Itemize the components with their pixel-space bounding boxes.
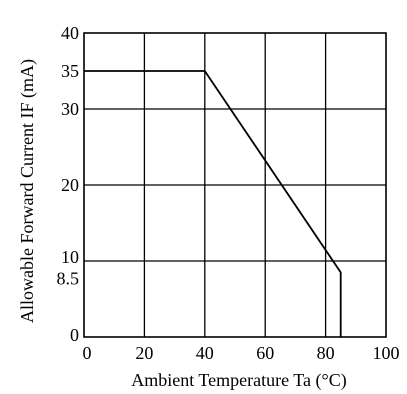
- y-tick-label: 0: [70, 325, 79, 345]
- x-tick-label: 80: [317, 343, 335, 363]
- y-axis-label: Allowable Forward Current IF (mA): [17, 59, 38, 323]
- y-tick-label: 35: [61, 61, 79, 81]
- grid-lines: [84, 33, 386, 337]
- series-line-0: [84, 70, 342, 337]
- x-tick-label: 0: [83, 343, 92, 363]
- plot-frame: [83, 32, 387, 338]
- series-lines: [84, 70, 342, 337]
- x-tick-label: 60: [256, 343, 274, 363]
- x-tick-labels: 0 20 40 60 80 100: [83, 343, 400, 363]
- y-tick-label: 8.5: [57, 268, 80, 288]
- x-tick-label: 20: [135, 343, 153, 363]
- y-tick-label: 40: [61, 23, 79, 43]
- y-tick-label: 10: [61, 247, 79, 267]
- y-tick-label: 20: [61, 175, 79, 195]
- y-tick-labels: 0 8.510 20 30 35 40: [57, 23, 80, 345]
- x-axis-label: Ambient Temperature Ta (°C): [131, 370, 346, 391]
- y-tick-label: 30: [61, 99, 79, 119]
- x-tick-label: 100: [373, 343, 400, 363]
- x-tick-label: 40: [196, 343, 214, 363]
